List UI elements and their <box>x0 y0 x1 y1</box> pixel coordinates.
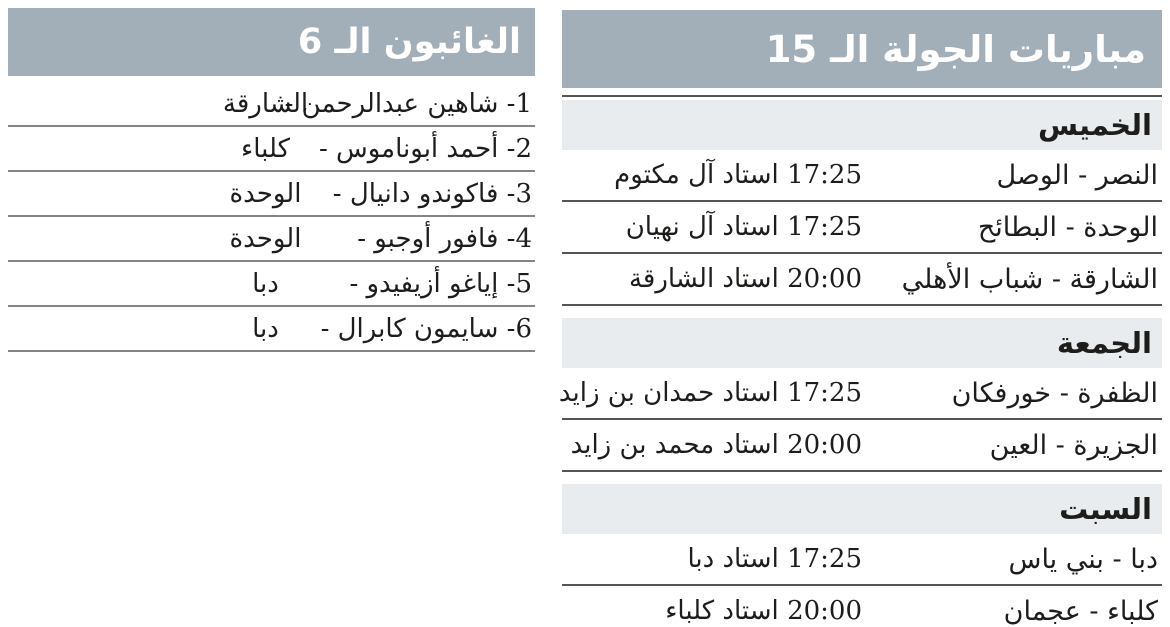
player-row: 2- أحمد أبوناموس - كلباء <box>8 127 535 172</box>
day-section: الجمعة الظفرة - خورفكان 17:25 استاد حمدان … <box>558 318 1162 472</box>
match-schedule: الخميس النصر - الوصل 17:25 استاد آل مكتوم ا… <box>558 95 1162 627</box>
team-names: كلباء - عجمان <box>1003 595 1158 627</box>
player-name: 2- أحمد أبوناموس - <box>318 133 532 164</box>
team-names: الشارقة - شباب الأهلي <box>901 263 1158 295</box>
match-time-venue: 17:25 استاد حمدان بن زايد <box>558 378 862 408</box>
match-time-venue: 20:00 استاد كلباء <box>665 596 862 626</box>
day-section: الخميس النصر - الوصل 17:25 استاد آل مكتوم ا… <box>562 100 1162 306</box>
player-name: 6- سايمون كابرال - <box>320 313 532 344</box>
day-section: السبت دبا - بني ياس 17:25 استاد دبا كلباء -… <box>562 484 1162 627</box>
team-names: الوحدة - البطائح <box>977 211 1158 243</box>
match-row: الوحدة - البطائح 17:25 استاد آل نهيان <box>562 202 1162 254</box>
match-time-venue: 17:25 استاد آل مكتوم <box>614 160 862 190</box>
player-club: الوحدة <box>229 178 302 209</box>
match-row: كلباء - عجمان 20:00 استاد كلباء <box>562 586 1162 627</box>
player-club: كلباء <box>241 133 290 164</box>
player-row: 4- فافور أوجبو - الوحدة <box>8 217 535 262</box>
player-name: 3- فاكوندو دانيال - <box>332 178 532 209</box>
match-time-venue: 17:25 استاد دبا <box>687 544 862 574</box>
player-name: 4- فافور أوجبو - <box>357 223 532 254</box>
team-names: دبا - بني ياس <box>1008 543 1158 575</box>
player-row: 5- إياغو أزيفيدو - دبا <box>8 262 535 307</box>
team-names: الظفرة - خورفكان <box>951 377 1158 409</box>
player-row: 6- سايمون كابرال - دبا <box>8 307 535 352</box>
player-row: 1- شاهين عبدالرحمن - الشارقة <box>8 82 535 127</box>
matches-title: مباريات الجولة الـ 15 <box>765 27 1146 71</box>
absentees-title: الغائبون الـ 6 <box>297 22 521 62</box>
day-header: الخميس <box>562 100 1162 150</box>
matches-panel: مباريات الجولة الـ 15 الخميس النصر - الوص… <box>558 0 1162 627</box>
matches-header-band: مباريات الجولة الـ 15 <box>562 10 1162 88</box>
team-names: الجزيرة - العين <box>989 429 1158 461</box>
player-name: 1- شاهين عبدالرحمن - <box>284 88 532 119</box>
player-club: دبا <box>252 313 279 344</box>
player-name: 5- إياغو أزيفيدو - <box>349 268 532 299</box>
match-time-venue: 20:00 استاد محمد بن زايد <box>570 430 862 460</box>
absentees-list: 1- شاهين عبدالرحمن - الشارقة 2- أحمد أبونا… <box>8 82 535 352</box>
team-names: النصر - الوصل <box>996 159 1158 191</box>
match-time-venue: 17:25 استاد آل نهيان <box>625 212 862 242</box>
player-club: الشارقة <box>222 88 309 119</box>
match-row: الجزيرة - العين 20:00 استاد محمد بن زايد <box>562 420 1162 472</box>
player-club: دبا <box>252 268 279 299</box>
match-row: النصر - الوصل 17:25 استاد آل مكتوم <box>562 150 1162 202</box>
match-row: الشارقة - شباب الأهلي 20:00 استاد الشارقة <box>562 254 1162 306</box>
player-club: الوحدة <box>229 223 302 254</box>
match-row: دبا - بني ياس 17:25 استاد دبا <box>562 534 1162 586</box>
match-row: الظفرة - خورفكان 17:25 استاد حمدان بن زاي… <box>558 368 1162 420</box>
match-time-venue: 20:00 استاد الشارقة <box>628 264 862 294</box>
absentees-panel: الغائبون الـ 6 1- شاهين عبدالرحمن - الشار… <box>8 0 535 352</box>
absentees-header-band: الغائبون الـ 6 <box>8 8 535 76</box>
player-row: 3- فاكوندو دانيال - الوحدة <box>8 172 535 217</box>
day-header: الجمعة <box>562 318 1162 368</box>
day-header: السبت <box>562 484 1162 534</box>
